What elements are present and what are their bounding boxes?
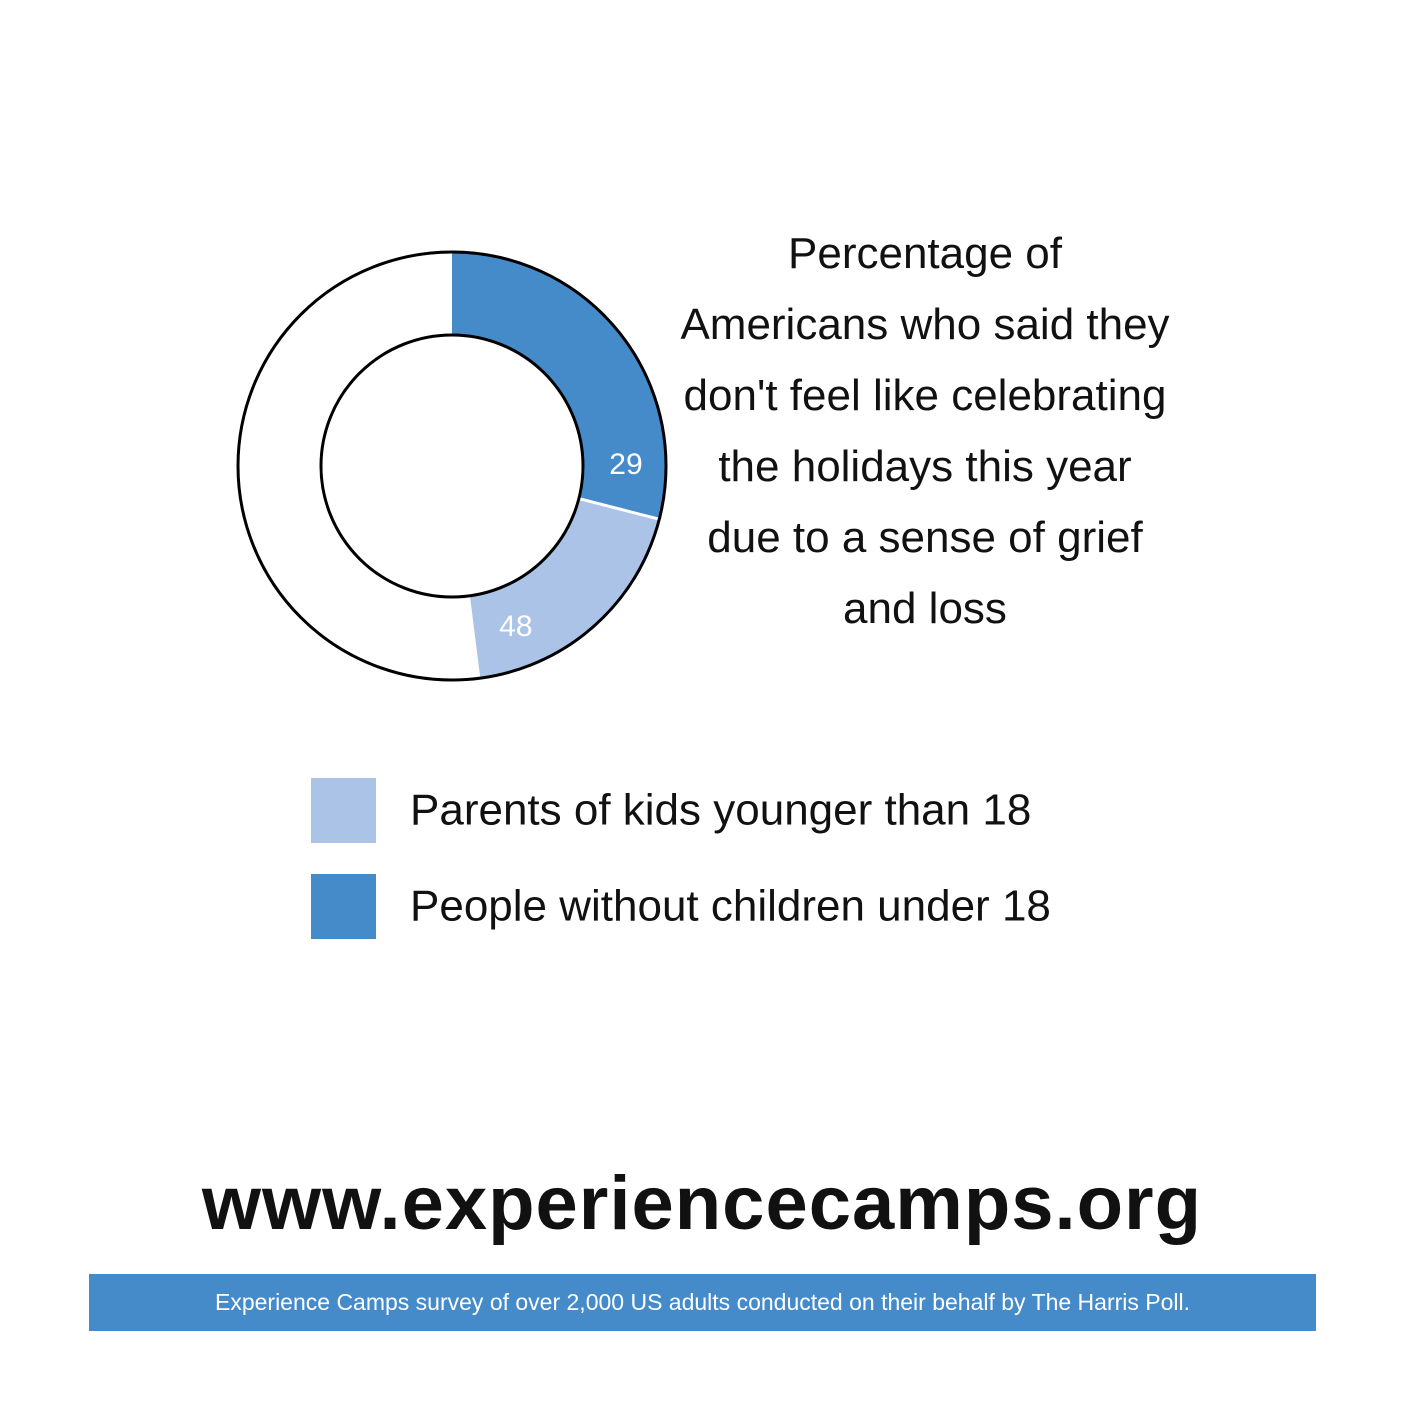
legend-swatch: [311, 874, 376, 939]
donut-segment: [452, 252, 666, 520]
legend-label: Parents of kids younger than 18: [410, 786, 1031, 835]
donut-inner-edge: [319, 333, 585, 599]
chart-title: Percentage of Americans who said they do…: [680, 229, 1170, 633]
source-note: Experience Camps survey of over 2,000 US…: [89, 1274, 1316, 1331]
data-label: 29: [609, 448, 642, 481]
legend-label: People without children under 18: [410, 882, 1051, 931]
legend-swatch: [311, 778, 376, 843]
segment-edge: [578, 497, 660, 521]
donut-outer-edge: [236, 250, 668, 682]
data-label: 48: [499, 610, 532, 643]
segment-edge: [466, 595, 481, 679]
website: www.experiencecamps.org: [201, 1161, 1203, 1246]
